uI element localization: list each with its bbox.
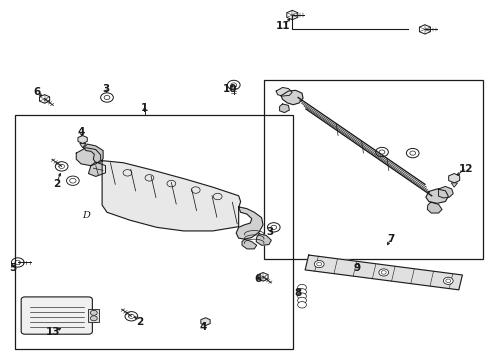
Text: 9: 9 <box>352 263 360 273</box>
Circle shape <box>297 302 306 308</box>
Circle shape <box>90 316 97 321</box>
Circle shape <box>314 261 324 268</box>
Text: 4: 4 <box>77 127 84 136</box>
Text: 11: 11 <box>276 21 290 31</box>
Bar <box>15 116 293 348</box>
Text: 10: 10 <box>222 84 237 94</box>
Text: 1: 1 <box>141 103 148 113</box>
Polygon shape <box>281 90 303 105</box>
Polygon shape <box>242 239 256 249</box>
Polygon shape <box>279 104 289 113</box>
Circle shape <box>297 293 306 300</box>
Polygon shape <box>438 186 452 198</box>
Polygon shape <box>286 10 297 20</box>
Polygon shape <box>88 162 105 176</box>
Text: 12: 12 <box>458 164 473 174</box>
Text: 3: 3 <box>266 227 273 237</box>
Bar <box>264 80 483 259</box>
Text: 13: 13 <box>46 327 61 337</box>
Circle shape <box>90 310 97 315</box>
Text: 4: 4 <box>199 322 206 332</box>
Polygon shape <box>201 318 210 325</box>
Text: 2: 2 <box>53 179 61 189</box>
Text: 8: 8 <box>294 288 301 298</box>
Circle shape <box>378 269 388 276</box>
Polygon shape <box>83 144 103 163</box>
Polygon shape <box>76 148 101 166</box>
Circle shape <box>297 289 306 295</box>
Text: 2: 2 <box>136 317 143 327</box>
Polygon shape <box>450 183 457 187</box>
Text: 7: 7 <box>386 234 394 244</box>
Polygon shape <box>425 189 447 203</box>
Polygon shape <box>258 273 267 281</box>
Polygon shape <box>102 161 240 231</box>
Circle shape <box>297 284 306 291</box>
Text: 6: 6 <box>254 274 261 284</box>
Polygon shape <box>419 25 429 34</box>
Bar <box>88 309 99 322</box>
Text: 3: 3 <box>102 84 109 94</box>
Polygon shape <box>236 207 263 239</box>
Polygon shape <box>276 87 292 96</box>
Polygon shape <box>40 95 50 103</box>
Polygon shape <box>78 135 87 143</box>
Polygon shape <box>256 234 271 245</box>
Circle shape <box>443 277 452 284</box>
Polygon shape <box>427 202 441 213</box>
Text: 5: 5 <box>9 263 17 273</box>
Polygon shape <box>80 143 86 148</box>
Polygon shape <box>305 255 462 290</box>
Polygon shape <box>448 174 459 183</box>
Text: 6: 6 <box>34 87 41 97</box>
FancyBboxPatch shape <box>21 297 92 334</box>
Text: D: D <box>82 211 90 220</box>
Circle shape <box>297 297 306 304</box>
